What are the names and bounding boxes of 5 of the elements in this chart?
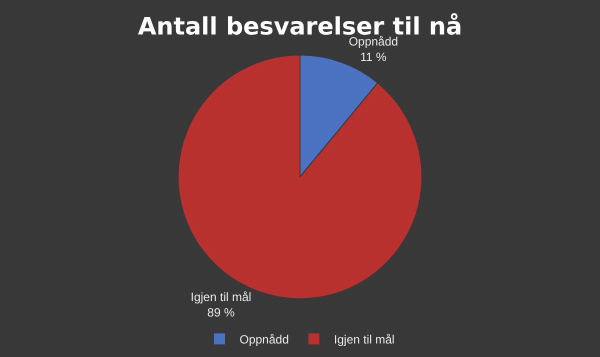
data-label: 11 %	[360, 50, 387, 64]
legend-label: Igjen til mål	[334, 332, 395, 347]
legend-label: Oppnådd	[240, 332, 289, 347]
slice-label: Igjen til mål	[190, 290, 252, 304]
data-label: 89 %	[207, 305, 235, 320]
